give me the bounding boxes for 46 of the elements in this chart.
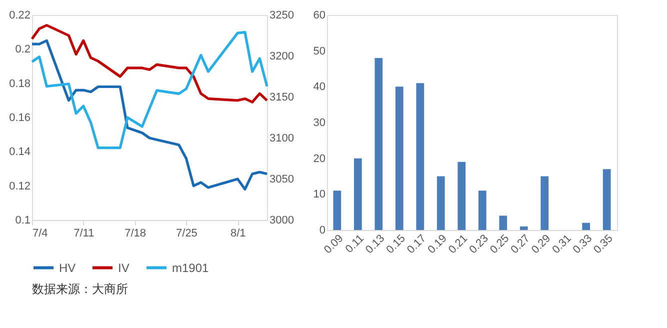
x-tick-label: 0.11 [343,232,366,256]
legend-label: m1901 [172,260,210,275]
legend-label: IV [118,260,130,275]
y-tick-label: 20 [313,152,326,165]
x-tick-label: 7/18 [124,228,146,240]
y-tick-label: 0.12 [9,180,30,192]
bar [374,58,383,230]
source-note: 数据来源：大商所 [32,282,128,296]
y2-tick-label: 3100 [270,132,294,144]
y-tick-label: 0.1 [15,214,30,226]
line-series [30,39,268,191]
bar [520,226,528,230]
bar [499,216,508,230]
y2-tick-label: 3150 [270,92,294,104]
y-tick-label: 0.2 [15,44,30,56]
y2-tick-label: 3050 [270,174,294,186]
bar [333,190,342,230]
bar [582,222,590,230]
bar [478,190,486,230]
bar [436,176,445,230]
y-tick-label: 0.14 [9,146,30,158]
x-tick-label: 8/1 [230,228,246,240]
line-series [30,30,268,150]
y-tick-label: 60 [313,10,326,22]
y-tick-label: 0.18 [9,78,30,90]
bar [395,86,404,230]
y-tick-label: 10 [313,188,326,201]
y-tick-label: 0.22 [9,10,30,22]
x-tick-label: 0.13 [364,232,388,256]
bar [458,162,466,230]
legend-label: HV [59,260,76,275]
y2-tick-label: 3000 [270,214,294,226]
line-series [30,24,268,104]
y-tick-label: 30 [313,117,326,129]
y2-tick-label: 3200 [270,50,294,62]
x-tick-label: 7/4 [32,228,48,240]
y-tick-label: 40 [313,81,326,94]
y2-tick-label: 3250 [270,10,294,22]
x-tick-label: 7/11 [74,228,94,240]
y-tick-label: 50 [313,45,326,58]
y-tick-label: 0.16 [9,112,30,124]
bar [540,176,549,230]
bar [354,158,362,230]
bar [602,169,611,230]
bar [416,83,424,230]
x-tick-label: 7/25 [176,228,198,240]
